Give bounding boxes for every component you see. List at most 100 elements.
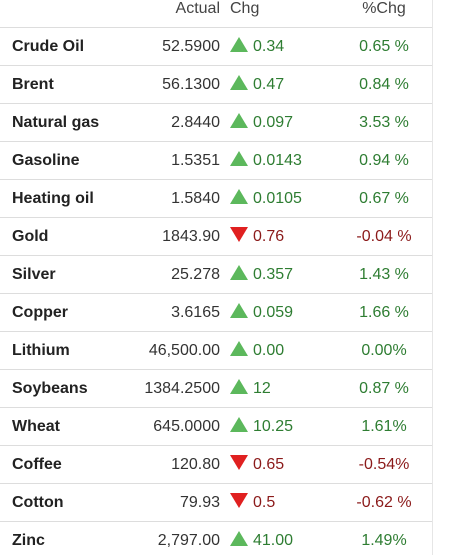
triangle-up-icon bbox=[230, 112, 248, 128]
change-cell: 10.25 bbox=[226, 408, 336, 446]
table-row[interactable]: Wheat 645.0000 10.25 1.61% bbox=[0, 407, 432, 446]
triangle-up-icon bbox=[230, 302, 248, 318]
triangle-up-icon bbox=[230, 264, 248, 280]
change-value: 12 bbox=[253, 379, 271, 397]
commodity-name[interactable]: Brent bbox=[12, 75, 54, 93]
table-row[interactable]: Crude Oil 52.5900 0.34 0.65 % bbox=[0, 27, 432, 66]
triangle-up-icon bbox=[230, 416, 248, 432]
change-cell: 41.00 bbox=[226, 522, 336, 555]
triangle-up-icon bbox=[230, 36, 248, 52]
actual-value: 3.6165 bbox=[171, 303, 220, 321]
change-cell: 0.47 bbox=[226, 66, 336, 104]
commodity-name[interactable]: Gold bbox=[12, 227, 49, 245]
percent-change-value: 0.65 % bbox=[359, 37, 409, 55]
table-row[interactable]: Coffee 120.80 0.65 -0.54% bbox=[0, 445, 432, 484]
change-value: 0.0143 bbox=[253, 151, 302, 169]
percent-change-value: 0.67 % bbox=[359, 189, 409, 207]
triangle-up-icon bbox=[230, 150, 248, 166]
table-row[interactable]: Silver 25.278 0.357 1.43 % bbox=[0, 255, 432, 294]
change-value: 0.34 bbox=[253, 37, 285, 55]
change-cell: 0.059 bbox=[226, 294, 336, 332]
table-row[interactable]: Cotton 79.93 0.5 -0.62 % bbox=[0, 483, 432, 522]
commodity-name[interactable]: Crude Oil bbox=[12, 37, 85, 55]
commodity-name[interactable]: Wheat bbox=[12, 417, 60, 435]
table-row[interactable]: Soybeans 1384.2500 12 0.87 % bbox=[0, 369, 432, 408]
percent-change-value: -0.62 % bbox=[356, 493, 412, 511]
commodity-name[interactable]: Silver bbox=[12, 265, 56, 283]
percent-change-value: 0.00% bbox=[361, 341, 407, 359]
triangle-down-icon bbox=[230, 492, 248, 508]
percent-change-value: 1.61% bbox=[361, 417, 407, 435]
change-cell: 0.00 bbox=[226, 332, 336, 370]
actual-value: 1.5351 bbox=[171, 151, 220, 169]
triangle-up-icon bbox=[230, 188, 248, 204]
table-header: Actual Chg %Chg bbox=[0, 0, 432, 28]
actual-value: 56.1300 bbox=[162, 75, 220, 93]
header-row: Actual Chg %Chg bbox=[0, 0, 432, 28]
percent-change-value: 1.66 % bbox=[359, 303, 409, 321]
header-pct-chg[interactable]: %Chg bbox=[362, 0, 406, 17]
table-row[interactable]: Gold 1843.90 0.76 -0.04 % bbox=[0, 217, 432, 256]
change-value: 41.00 bbox=[253, 531, 294, 549]
commodity-name[interactable]: Cotton bbox=[12, 493, 64, 511]
table-row[interactable]: Gasoline 1.5351 0.0143 0.94 % bbox=[0, 141, 432, 180]
actual-value: 120.80 bbox=[171, 455, 220, 473]
change-value: 0.059 bbox=[253, 303, 294, 321]
change-value: 0.5 bbox=[253, 493, 276, 511]
table-row[interactable]: Lithium 46,500.00 0.00 0.00% bbox=[0, 331, 432, 370]
header-chg[interactable]: Chg bbox=[230, 0, 260, 17]
change-value: 0.65 bbox=[253, 455, 285, 473]
change-cell: 0.097 bbox=[226, 104, 336, 142]
change-value: 0.0105 bbox=[253, 189, 302, 207]
change-value: 10.25 bbox=[253, 417, 294, 435]
change-value: 0.76 bbox=[253, 227, 285, 245]
change-cell: 0.76 bbox=[226, 218, 336, 256]
actual-value: 79.93 bbox=[179, 493, 220, 511]
actual-value: 2.8440 bbox=[171, 113, 220, 131]
table-row[interactable]: Natural gas 2.8440 0.097 3.53 % bbox=[0, 103, 432, 142]
table-row[interactable]: Heating oil 1.5840 0.0105 0.67 % bbox=[0, 179, 432, 218]
change-cell: 0.65 bbox=[226, 446, 336, 484]
triangle-up-icon bbox=[230, 340, 248, 356]
change-cell: 0.34 bbox=[226, 28, 336, 66]
percent-change-value: -0.54% bbox=[358, 455, 410, 473]
triangle-up-icon bbox=[230, 531, 248, 547]
change-cell: 0.5 bbox=[226, 484, 336, 522]
actual-value: 52.5900 bbox=[162, 37, 220, 55]
actual-value: 46,500.00 bbox=[148, 341, 220, 359]
commodity-name[interactable]: Lithium bbox=[12, 341, 70, 359]
actual-value: 1384.2500 bbox=[144, 379, 220, 397]
commodity-name[interactable]: Heating oil bbox=[12, 189, 94, 207]
commodity-name[interactable]: Coffee bbox=[12, 455, 62, 473]
table-row[interactable]: Brent 56.1300 0.47 0.84 % bbox=[0, 65, 432, 104]
percent-change-value: 0.94 % bbox=[359, 151, 409, 169]
change-value: 0.357 bbox=[253, 265, 294, 283]
percent-change-value: 1.49% bbox=[361, 531, 407, 549]
commodity-name[interactable]: Soybeans bbox=[12, 379, 88, 397]
triangle-down-icon bbox=[230, 454, 248, 470]
change-value: 0.47 bbox=[253, 75, 285, 93]
actual-value: 1.5840 bbox=[171, 189, 220, 207]
change-cell: 12 bbox=[226, 370, 336, 408]
table-row[interactable]: Zinc 2,797.00 41.00 1.49% bbox=[0, 521, 432, 555]
percent-change-value: 0.87 % bbox=[359, 379, 409, 397]
commodity-name[interactable]: Natural gas bbox=[12, 113, 100, 131]
commodity-name[interactable]: Gasoline bbox=[12, 151, 80, 169]
percent-change-value: -0.04 % bbox=[356, 227, 412, 245]
triangle-up-icon bbox=[230, 378, 248, 394]
commodity-name[interactable]: Zinc bbox=[12, 531, 45, 549]
change-cell: 0.0143 bbox=[226, 142, 336, 180]
table-row[interactable]: Copper 3.6165 0.059 1.66 % bbox=[0, 293, 432, 332]
change-value: 0.00 bbox=[253, 341, 285, 359]
change-cell: 0.0105 bbox=[226, 180, 336, 218]
commodities-table: Actual Chg %Chg Crude Oil 52.5900 0.34 0.65… bbox=[0, 0, 432, 555]
actual-value: 25.278 bbox=[171, 265, 220, 283]
header-actual[interactable]: Actual bbox=[175, 0, 220, 17]
actual-value: 2,797.00 bbox=[157, 531, 220, 549]
actual-value: 645.0000 bbox=[153, 417, 220, 435]
commodity-name[interactable]: Copper bbox=[12, 303, 68, 321]
percent-change-value: 0.84 % bbox=[359, 75, 409, 93]
percent-change-value: 3.53 % bbox=[359, 113, 409, 131]
actual-value: 1843.90 bbox=[162, 227, 220, 245]
